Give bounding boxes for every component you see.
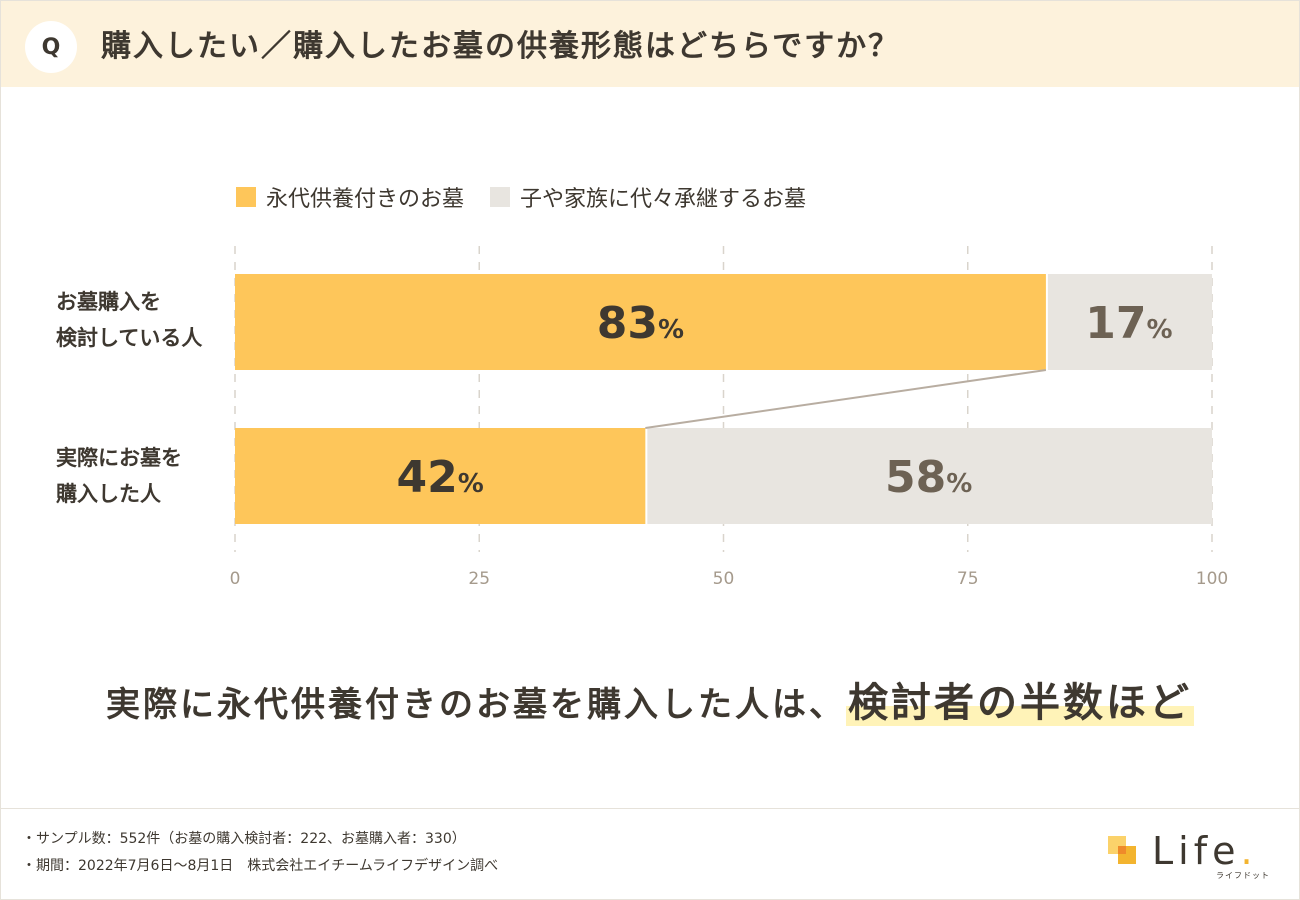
conclusion-text: 実際に永代供養付きのお墓を購入した人は、検討者の半数ほど bbox=[0, 670, 1300, 728]
legend-item-series-1: 永代供養付きのお墓 bbox=[236, 181, 464, 213]
legend-swatch-series-2 bbox=[490, 187, 511, 207]
survey-period-note: ・期間：2022年7月6日〜8月1日 株式会社エイチームライフデザイン調べ bbox=[22, 858, 499, 874]
logo-squares-icon bbox=[1108, 836, 1136, 864]
footer-notes: ・サンプル数：552件（お墓の購入検討者：222、お墓購入者：330） ・期間：… bbox=[22, 826, 498, 880]
category-label-line: 検討している人 bbox=[56, 326, 203, 350]
bar-segment bbox=[647, 428, 1212, 524]
conclusion-prefix: 実際に永代供養付きのお墓を購入した人は、 bbox=[106, 685, 846, 725]
chart-legend: 永代供養付きのお墓 子や家族に代々承継するお墓 bbox=[236, 182, 806, 212]
logo-subtext: ライフドット bbox=[1216, 871, 1270, 880]
data-label: 42% bbox=[397, 452, 484, 503]
category-label-purchased: 実際にお墓を 購入した人 bbox=[56, 440, 231, 512]
data-label: 58% bbox=[885, 452, 972, 503]
connector-line bbox=[645, 369, 1047, 429]
category-label-considering: お墓購入を 検討している人 bbox=[56, 284, 231, 356]
footer-divider bbox=[1, 808, 1299, 809]
category-label-line: 購入した人 bbox=[56, 482, 161, 506]
legend-label-series-1: 永代供養付きのお墓 bbox=[266, 187, 465, 212]
legend-item-series-2: 子や家族に代々承継するお墓 bbox=[490, 181, 806, 213]
x-tick-label: 50 bbox=[713, 569, 735, 589]
bar-segment bbox=[235, 428, 646, 524]
brand-logo: Life. ライフドット bbox=[1108, 830, 1278, 882]
question-header: Q 購入したい／購入したお墓の供養形態はどちらですか？ bbox=[1, 1, 1299, 87]
stacked-bar-chart: 0 25 50 75 100 83% 17% 42% 58% bbox=[230, 246, 1228, 589]
x-tick-label: 75 bbox=[957, 569, 979, 589]
x-tick-label: 100 bbox=[1196, 569, 1228, 589]
x-tick-label: 25 bbox=[468, 569, 490, 589]
bar-segment bbox=[235, 274, 1046, 370]
question-badge: Q bbox=[25, 21, 77, 73]
legend-label-series-2: 子や家族に代々承継するお墓 bbox=[520, 187, 807, 212]
question-text: 購入したい／購入したお墓の供養形態はどちらですか？ bbox=[101, 29, 901, 64]
data-label: 17% bbox=[1085, 298, 1172, 349]
data-label: 83% bbox=[597, 298, 684, 349]
bar-segment bbox=[1047, 274, 1212, 370]
logo-dot: . bbox=[1240, 829, 1258, 873]
category-label-line: 実際にお墓を bbox=[56, 446, 182, 470]
x-tick-label: 0 bbox=[230, 569, 241, 589]
logo-wordmark: Life. bbox=[1152, 830, 1258, 872]
conclusion-highlight: 検討者の半数ほど bbox=[846, 680, 1194, 726]
legend-swatch-series-1 bbox=[236, 187, 256, 207]
sample-size-note: ・サンプル数：552件（お墓の購入検討者：222、お墓購入者：330） bbox=[22, 831, 466, 847]
category-label-line: お墓購入を bbox=[56, 290, 161, 314]
logo-word: Life bbox=[1152, 829, 1241, 873]
